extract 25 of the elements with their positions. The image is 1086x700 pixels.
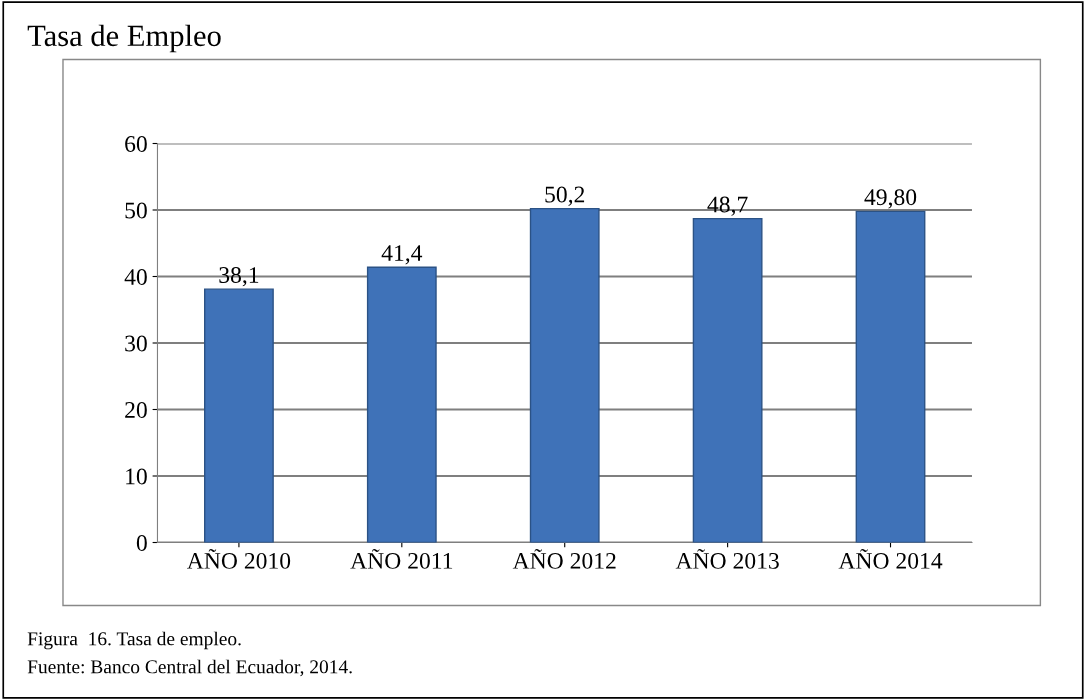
y-tick-label: 10 (126, 468, 147, 485)
bar (204, 288, 274, 543)
y-tick-label: 20 (125, 401, 147, 418)
data-label: 48,7 (707, 196, 748, 216)
bar (529, 207, 600, 543)
bar (855, 210, 926, 543)
text: Figura 16. Tasa de empleo. (27, 631, 241, 650)
data-label: 49,80 (864, 189, 917, 209)
data-label: 41,4 (381, 245, 423, 265)
y-tick-label: 0 (136, 534, 147, 551)
x-tick-label: AÑO 2014 (838, 548, 943, 569)
bar (692, 217, 763, 543)
x-tick-label: AÑO 2012 (512, 548, 616, 569)
y-tick-label: 60 (125, 135, 147, 152)
x-tick-label: AÑO 2011 (350, 548, 453, 569)
bar (366, 266, 437, 543)
chart-title: Tasa de Empleo (27, 24, 221, 53)
source-note: Fuente: Banco Central del Ecuador, 2014. (27, 659, 352, 677)
y-tick-label: 40 (124, 268, 147, 285)
data-label: 38,1 (219, 267, 259, 287)
data-label: 50,2 (545, 186, 585, 206)
x-tick-label: AÑO 2010 (187, 548, 291, 569)
x-tick-label: AÑO 2013 (675, 548, 779, 569)
y-tick-label: 50 (125, 202, 147, 219)
y-tick-label: 30 (125, 335, 147, 352)
